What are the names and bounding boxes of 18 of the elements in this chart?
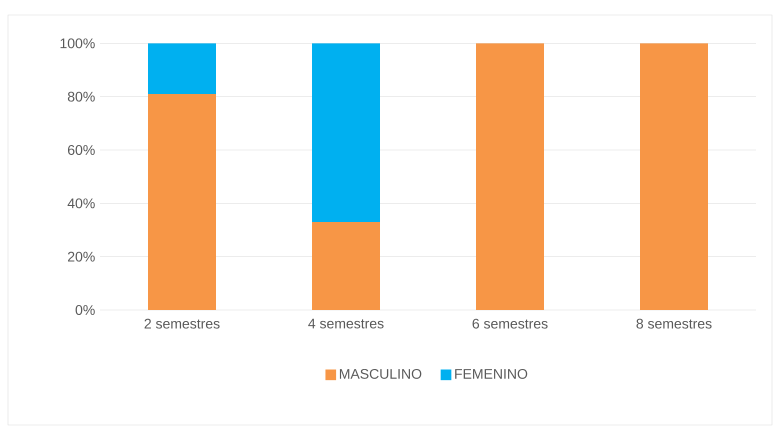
bar	[148, 43, 216, 94]
bar	[640, 43, 708, 310]
y-tick-label: 80%	[68, 92, 95, 102]
y-tick-label: 0%	[76, 305, 95, 315]
x-tick-label: 8 semestres	[636, 318, 712, 329]
x-tick-label: 4 semestres	[308, 318, 384, 328]
bar	[148, 94, 216, 310]
bar	[312, 222, 380, 310]
legend-label: FEMENINO	[455, 368, 528, 379]
legend-label: MASCULINO	[340, 368, 422, 379]
y-tick-label: 20%	[68, 252, 95, 262]
y-tick-label: 40%	[68, 198, 95, 208]
x-tick-label: 2 semestres	[144, 318, 220, 329]
y-tick-label: 100%	[60, 38, 95, 48]
bar	[476, 43, 544, 310]
bar	[312, 43, 380, 222]
y-tick-label: 60%	[68, 145, 95, 155]
x-tick-label: 6 semestres	[472, 318, 548, 329]
